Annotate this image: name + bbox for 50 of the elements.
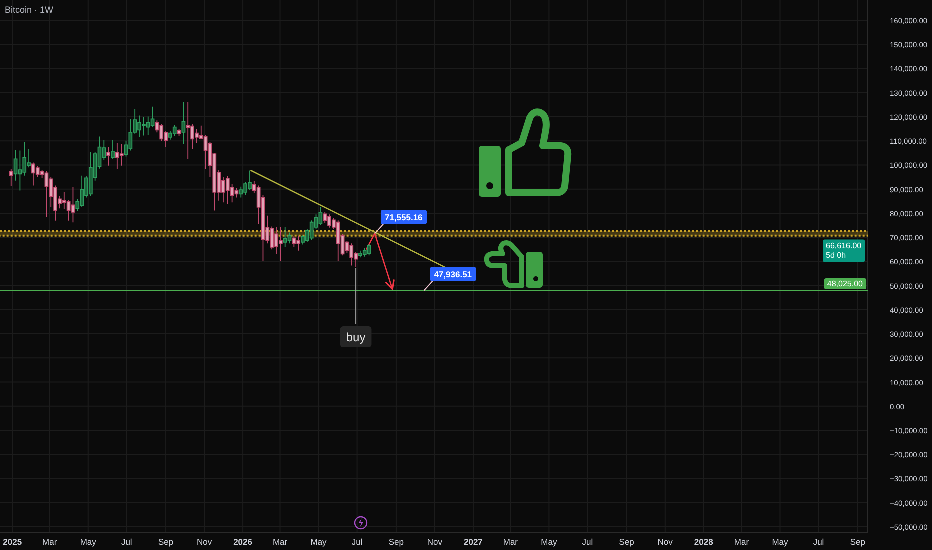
x-tick-label: Jul [813, 537, 824, 547]
annotation: 47,936.51 [434, 269, 472, 280]
x-tick-label: Jul [121, 537, 132, 547]
x-tick-label: Mar [272, 537, 288, 547]
candlestick [336, 220, 340, 262]
annotation: buy [346, 330, 366, 344]
candlestick [186, 102, 190, 160]
candlestick [234, 188, 239, 198]
candlestick [323, 212, 328, 224]
x-tick-label: May [541, 537, 558, 547]
x-tick-label: Sep [158, 537, 174, 547]
candlestick [292, 236, 296, 248]
candlestick [177, 128, 182, 137]
candlestick [106, 146, 111, 166]
x-tick-label: Sep [850, 537, 866, 547]
candlestick [350, 243, 354, 266]
candlestick [278, 226, 283, 262]
candlestick [318, 206, 323, 226]
x-tick-label: May [310, 537, 328, 547]
candlestick [182, 102, 186, 145]
candlestick [111, 140, 115, 160]
x-tick-label: Mar [42, 537, 58, 547]
x-tick-label: Nov [427, 537, 444, 547]
x-tick-label: 2026 [234, 537, 253, 547]
candlestick [9, 168, 14, 186]
x-tick-label: Mar [734, 537, 750, 547]
x-tick-label: 2027 [464, 537, 484, 547]
annotation: 71,555.16 [384, 212, 424, 222]
x-tick-label: Jul [352, 537, 363, 547]
candlestick [283, 226, 288, 248]
x-tick-label: Sep [619, 537, 635, 547]
x-tick-label: 2025 [3, 537, 22, 547]
text: Bitcoin · 1W [5, 5, 54, 15]
candlestick [239, 186, 244, 198]
x-tick-label: Jul [582, 537, 594, 547]
annotation: 66,616.00 [826, 242, 862, 251]
x-tick-label: Nov [196, 537, 213, 547]
candlestick [44, 170, 49, 218]
x-tick-label: May [772, 537, 790, 547]
x-tick-label: 2028 [694, 537, 714, 547]
candlestick [362, 248, 367, 258]
x-tick-label: Sep [388, 537, 404, 547]
annotation: 5d 0h [826, 251, 846, 260]
ref-line-label: 48,025.00 [827, 280, 864, 289]
candlestick [120, 144, 124, 166]
x-tick-label: May [80, 537, 98, 547]
x-tick-label: Nov [658, 537, 674, 547]
candlestick [71, 186, 76, 224]
x-tick-label: Mar [503, 537, 518, 547]
candlestick [172, 124, 177, 137]
